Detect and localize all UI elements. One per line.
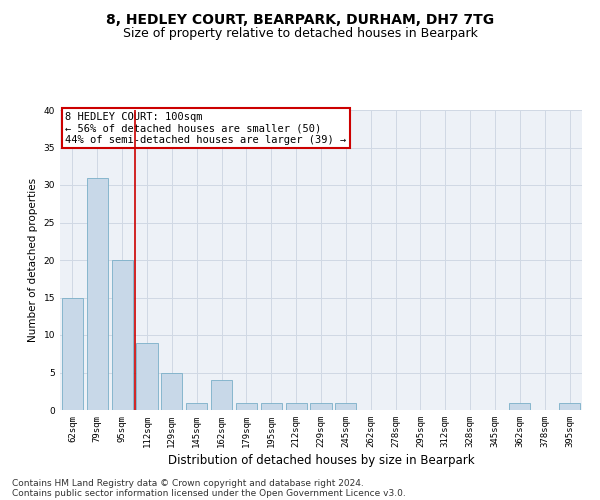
Bar xyxy=(310,402,332,410)
Bar xyxy=(161,372,182,410)
Bar xyxy=(559,402,580,410)
Text: 8, HEDLEY COURT, BEARPARK, DURHAM, DH7 7TG: 8, HEDLEY COURT, BEARPARK, DURHAM, DH7 7… xyxy=(106,12,494,26)
Bar xyxy=(509,402,530,410)
Bar xyxy=(335,402,356,410)
Bar xyxy=(236,402,257,410)
Bar xyxy=(261,402,282,410)
Bar xyxy=(211,380,232,410)
Bar xyxy=(136,342,158,410)
Bar xyxy=(286,402,307,410)
Text: Contains HM Land Registry data © Crown copyright and database right 2024.: Contains HM Land Registry data © Crown c… xyxy=(12,478,364,488)
Bar xyxy=(186,402,207,410)
Y-axis label: Number of detached properties: Number of detached properties xyxy=(28,178,38,342)
Text: 8 HEDLEY COURT: 100sqm
← 56% of detached houses are smaller (50)
44% of semi-det: 8 HEDLEY COURT: 100sqm ← 56% of detached… xyxy=(65,112,346,144)
X-axis label: Distribution of detached houses by size in Bearpark: Distribution of detached houses by size … xyxy=(167,454,475,467)
Text: Size of property relative to detached houses in Bearpark: Size of property relative to detached ho… xyxy=(122,28,478,40)
Bar xyxy=(62,298,83,410)
Bar xyxy=(87,178,108,410)
Text: Contains public sector information licensed under the Open Government Licence v3: Contains public sector information licen… xyxy=(12,488,406,498)
Bar xyxy=(112,260,133,410)
